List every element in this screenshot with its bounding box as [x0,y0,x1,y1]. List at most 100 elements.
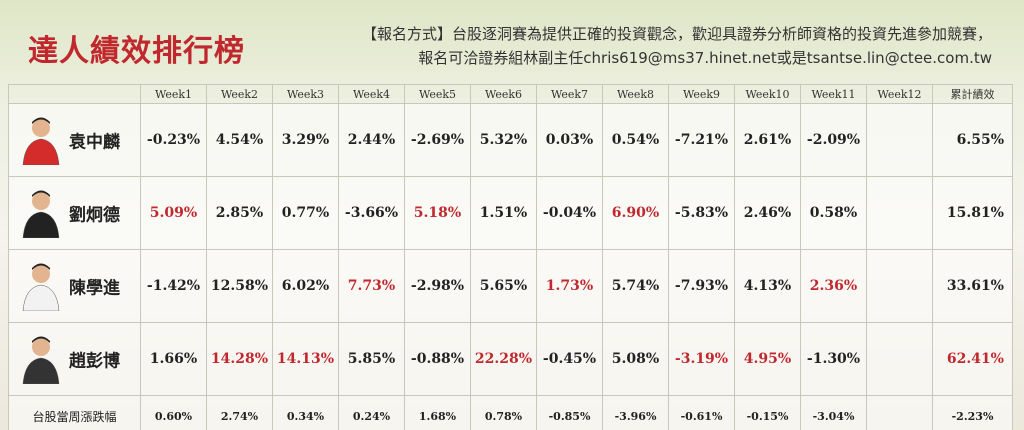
empty-cell [866,395,933,430]
footer-cell: -0.85% [536,395,603,430]
column-header: 累計績效 [932,84,1013,104]
empty-cell [866,249,933,323]
week-cell: -2.69% [404,103,471,177]
ranking-table: Week1 Week2 Week3 Week4 Week5 Week6 Week7 Week8… [8,84,1013,430]
week-cell: 5.18% [404,176,471,250]
week-cell: 2.46% [734,176,801,250]
week-cell: 1.73% [536,249,603,323]
week-cell: 4.95% [734,322,801,396]
week-cell: 4.13% [734,249,801,323]
week-cell: 5.32% [470,103,537,177]
empty-cell [866,176,933,250]
week-cell: 2.36% [800,249,867,323]
column-header: Week4 [338,84,405,104]
week-cell: -0.45% [536,322,603,396]
avatar [22,263,60,312]
footer-cell: 0.78% [470,395,537,430]
week-cell: 2.61% [734,103,801,177]
week-cell: 1.66% [140,322,207,396]
week-cell: -1.42% [140,249,207,323]
column-header: Week12 [866,84,933,104]
column-header: Week7 [536,84,603,104]
week-cell: 14.28% [206,322,273,396]
notice-line: 【報名方式】台股逐洞賽為提供正確的投資觀念，歡迎具證券分析師資格的投資先進參加競… [361,25,992,43]
total-cell: 62.41% [932,322,1013,396]
column-header: Week2 [206,84,273,104]
footer-name: 台股當周漲跌幅 [8,395,141,430]
footer-cell: -3.04% [800,395,867,430]
person-name: 劉炯德 [69,205,120,226]
name-cell: 陳學進 [8,249,141,323]
empty-cell [866,322,933,396]
week-cell: 1.51% [470,176,537,250]
footer-cell: 2.74% [206,395,273,430]
name-cell: 趙彭博 [8,322,141,396]
avatar [22,336,60,385]
week-cell: 2.85% [206,176,273,250]
column-header: Week5 [404,84,471,104]
week-cell: 5.74% [602,249,669,323]
column-header: Week1 [140,84,207,104]
person-name: 趙彭博 [69,351,120,372]
week-cell: 3.29% [272,103,339,177]
week-cell: -0.88% [404,322,471,396]
total-cell: 33.61% [932,249,1013,323]
week-cell: 0.54% [602,103,669,177]
week-cell: -7.21% [668,103,735,177]
column-header: Week8 [602,84,669,104]
week-cell: -7.93% [668,249,735,323]
week-cell: 4.54% [206,103,273,177]
week-cell: -3.19% [668,322,735,396]
week-cell: 14.13% [272,322,339,396]
avatar [22,117,60,166]
title: 達人績效排行榜 [28,34,245,69]
week-cell: -0.23% [140,103,207,177]
week-cell: 5.85% [338,322,405,396]
corner-cell [8,84,141,104]
week-cell: 0.58% [800,176,867,250]
footer-cell: -3.96% [602,395,669,430]
week-cell: 2.44% [338,103,405,177]
week-cell: 0.03% [536,103,603,177]
week-cell: 6.90% [602,176,669,250]
person-name: 袁中麟 [69,132,120,153]
footer-cell: 0.60% [140,395,207,430]
header-row: Week1 Week2 Week3 Week4 Week5 Week6 Week7 Week8… [8,84,1013,104]
week-cell: 5.08% [602,322,669,396]
footer-cell: 1.68% [404,395,471,430]
row: 趙彭博 1.66% 14.28% 14.13% 5.85% -0.88% 22.28% -0.… [8,322,1013,396]
row: 劉炯德 5.09% 2.85% 0.77% -3.66% 5.18% 1.51% -0.04%… [8,176,1013,250]
column-header: Week6 [470,84,537,104]
week-cell: 7.73% [338,249,405,323]
week-cell: -5.83% [668,176,735,250]
week-cell: -0.04% [536,176,603,250]
column-header: Week11 [800,84,867,104]
empty-cell [866,103,933,177]
week-cell: -2.09% [800,103,867,177]
notice: 【報名方式】台股逐洞賽為提供正確的投資觀念，歡迎具證券分析師資格的投資先進參加競… [362,22,992,70]
week-cell: 22.28% [470,322,537,396]
footer-row: 台股當周漲跌幅 0.60% 2.74% 0.34% 0.24% 1.68% 0.78% -0.… [8,395,1013,430]
week-cell: 5.09% [140,176,207,250]
week-cell: 12.58% [206,249,273,323]
notice-line: 報名可洽證券組林副主任chris619@ms37.hinet.net或是tsan… [418,49,992,67]
row: 陳學進 -1.42% 12.58% 6.02% 7.73% -2.98% 5.65% 1.73… [8,249,1013,323]
column-header: Week10 [734,84,801,104]
name-cell: 劉炯德 [8,176,141,250]
footer-cell: 0.34% [272,395,339,430]
footer-total: -2.23% [932,395,1013,430]
week-cell: -1.30% [800,322,867,396]
column-header: Week3 [272,84,339,104]
person-name: 陳學進 [69,278,120,299]
total-cell: 15.81% [932,176,1013,250]
week-cell: 6.02% [272,249,339,323]
column-header: Week9 [668,84,735,104]
week-cell: 0.77% [272,176,339,250]
footer-cell: -0.61% [668,395,735,430]
row: 袁中麟 -0.23% 4.54% 3.29% 2.44% -2.69% 5.32% 0.03%… [8,103,1013,177]
week-cell: -2.98% [404,249,471,323]
week-cell: -3.66% [338,176,405,250]
avatar [22,190,60,239]
week-cell: 5.65% [470,249,537,323]
